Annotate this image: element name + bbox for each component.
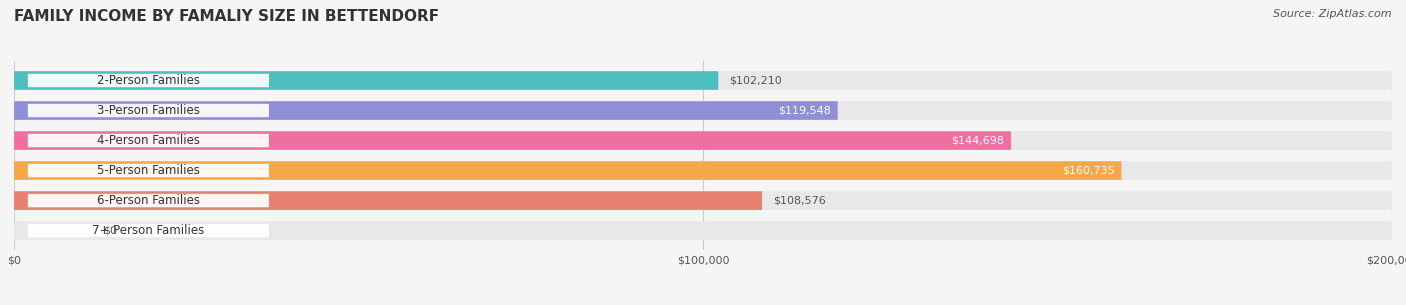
Text: 2-Person Families: 2-Person Families xyxy=(97,74,200,87)
Text: FAMILY INCOME BY FAMALIY SIZE IN BETTENDORF: FAMILY INCOME BY FAMALIY SIZE IN BETTEND… xyxy=(14,9,439,24)
FancyBboxPatch shape xyxy=(14,131,1392,150)
FancyBboxPatch shape xyxy=(14,131,1011,150)
Text: 7+ Person Families: 7+ Person Families xyxy=(93,224,204,237)
FancyBboxPatch shape xyxy=(14,191,762,210)
Text: $160,735: $160,735 xyxy=(1062,166,1115,176)
FancyBboxPatch shape xyxy=(14,71,1392,90)
FancyBboxPatch shape xyxy=(28,164,269,177)
FancyBboxPatch shape xyxy=(14,161,1122,180)
Text: 6-Person Families: 6-Person Families xyxy=(97,194,200,207)
FancyBboxPatch shape xyxy=(28,194,269,207)
FancyBboxPatch shape xyxy=(14,221,1392,240)
Text: 3-Person Families: 3-Person Families xyxy=(97,104,200,117)
Text: 4-Person Families: 4-Person Families xyxy=(97,134,200,147)
FancyBboxPatch shape xyxy=(14,71,718,90)
FancyBboxPatch shape xyxy=(28,134,269,147)
FancyBboxPatch shape xyxy=(28,224,269,237)
FancyBboxPatch shape xyxy=(14,191,1392,210)
Text: $144,698: $144,698 xyxy=(950,135,1004,145)
Text: $102,210: $102,210 xyxy=(730,76,782,85)
Text: $0: $0 xyxy=(104,226,118,235)
Text: $108,576: $108,576 xyxy=(773,196,825,206)
FancyBboxPatch shape xyxy=(28,104,269,117)
FancyBboxPatch shape xyxy=(14,101,838,120)
FancyBboxPatch shape xyxy=(14,101,1392,120)
Text: Source: ZipAtlas.com: Source: ZipAtlas.com xyxy=(1274,9,1392,19)
Text: 5-Person Families: 5-Person Families xyxy=(97,164,200,177)
FancyBboxPatch shape xyxy=(14,161,1392,180)
Text: $119,548: $119,548 xyxy=(778,106,831,116)
FancyBboxPatch shape xyxy=(28,74,269,87)
